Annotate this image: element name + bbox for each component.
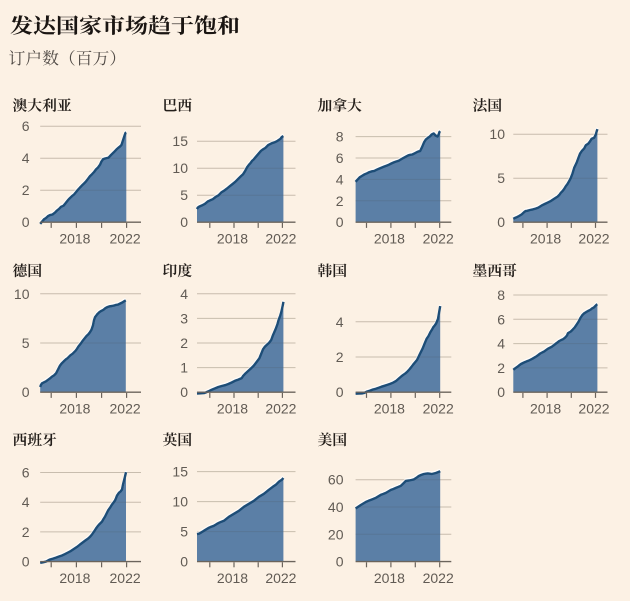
svg-text:2022: 2022 [423,230,454,246]
svg-text:4: 4 [22,494,30,510]
svg-text:6: 6 [336,150,344,166]
svg-text:5: 5 [180,524,188,540]
svg-text:0: 0 [336,554,344,570]
svg-text:0: 0 [180,214,188,230]
svg-text:4: 4 [497,336,505,352]
svg-text:0: 0 [22,554,30,570]
svg-text:4: 4 [336,314,344,330]
svg-text:4: 4 [22,150,30,166]
svg-text:2018: 2018 [217,400,248,416]
svg-text:2022: 2022 [110,400,141,416]
svg-text:2018: 2018 [59,230,90,246]
svg-text:6: 6 [497,311,505,327]
svg-text:8: 8 [336,129,344,145]
svg-text:20: 20 [328,526,344,542]
svg-text:0: 0 [180,554,188,570]
svg-text:2022: 2022 [110,570,141,586]
svg-text:2018: 2018 [374,570,405,586]
svg-text:2018: 2018 [530,400,561,416]
svg-text:2022: 2022 [578,400,609,416]
svg-text:10: 10 [489,126,505,142]
svg-text:4: 4 [180,286,188,302]
svg-text:10: 10 [172,494,188,510]
svg-text:2: 2 [497,360,505,376]
svg-text:2022: 2022 [265,230,296,246]
svg-text:6: 6 [22,118,30,134]
svg-text:2018: 2018 [59,570,90,586]
svg-text:2: 2 [336,193,344,209]
svg-text:2018: 2018 [217,570,248,586]
svg-text:0: 0 [497,214,505,230]
svg-text:10: 10 [172,160,188,176]
svg-text:2018: 2018 [530,230,561,246]
svg-text:2022: 2022 [265,570,296,586]
svg-text:2022: 2022 [423,570,454,586]
svg-text:15: 15 [172,133,188,149]
svg-text:0: 0 [22,384,30,400]
svg-text:0: 0 [22,214,30,230]
svg-text:0: 0 [336,384,344,400]
svg-text:2: 2 [336,349,344,365]
svg-text:0: 0 [336,214,344,230]
svg-text:2018: 2018 [217,230,248,246]
svg-text:60: 60 [328,472,344,488]
svg-text:5: 5 [22,335,30,351]
svg-text:2: 2 [22,182,30,198]
svg-text:2022: 2022 [265,400,296,416]
svg-text:2022: 2022 [423,400,454,416]
svg-text:10: 10 [14,286,30,302]
svg-text:2022: 2022 [110,230,141,246]
svg-text:2018: 2018 [374,230,405,246]
svg-text:4: 4 [336,171,344,187]
svg-text:0: 0 [497,384,505,400]
svg-text:5: 5 [180,187,188,203]
svg-text:0: 0 [180,384,188,400]
svg-text:3: 3 [180,310,188,326]
svg-text:2: 2 [22,524,30,540]
svg-text:1: 1 [180,360,188,376]
svg-text:5: 5 [497,170,505,186]
svg-text:2018: 2018 [59,400,90,416]
svg-text:15: 15 [172,464,188,480]
svg-text:6: 6 [22,465,30,481]
svg-text:2: 2 [180,335,188,351]
svg-text:2018: 2018 [374,400,405,416]
svg-text:8: 8 [497,287,505,303]
svg-text:2022: 2022 [578,230,609,246]
svg-text:40: 40 [328,499,344,515]
